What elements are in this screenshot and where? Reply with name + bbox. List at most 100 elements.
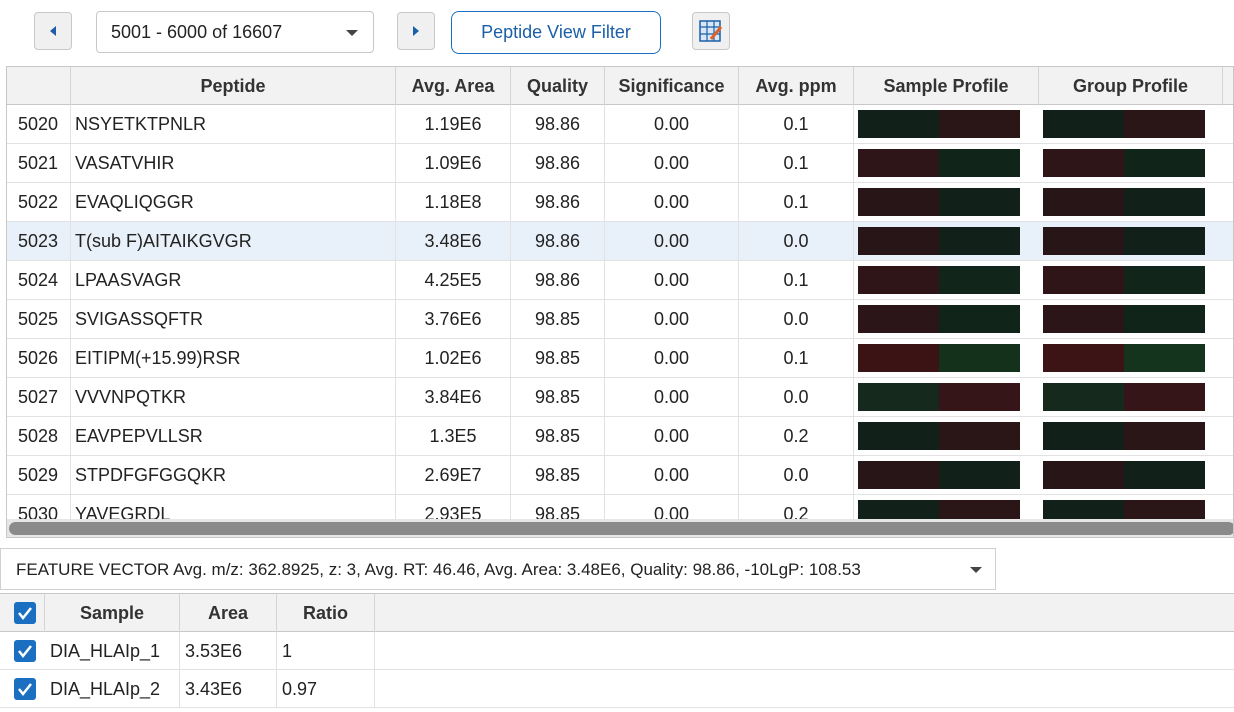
column-header[interactable]: Significance (605, 67, 739, 105)
column-header (8, 594, 45, 632)
row-number: 5025 (7, 300, 71, 339)
column-header[interactable]: Peptide (71, 67, 396, 105)
cell-avg-area: 1.18E8 (396, 183, 511, 222)
column-header (7, 67, 71, 105)
profile-cell (939, 461, 1020, 489)
cell-avg-area: 1.02E6 (396, 339, 511, 378)
grid-icon (699, 20, 723, 42)
next-page-button[interactable] (397, 12, 435, 50)
cell-quality: 98.86 (511, 105, 605, 144)
profile-cell (1124, 266, 1205, 294)
cell-significance: 0.00 (605, 417, 739, 456)
table-row[interactable]: 5026 EITIPM(+15.99)RSR 1.02E6 98.85 0.00 0.1 (7, 339, 1233, 378)
cell-sample: DIA_HLAIp_2 (45, 670, 180, 708)
cell-area: 3.53E6 (180, 632, 277, 670)
profile-cell (939, 227, 1020, 255)
column-header[interactable]: Ratio (277, 594, 375, 632)
profile-cell (858, 188, 939, 216)
checkbox[interactable] (13, 677, 37, 701)
column-header[interactable]: Avg. Area (396, 67, 511, 105)
row-number: 5029 (7, 456, 71, 495)
table-row[interactable]: 5021 VASATVHIR 1.09E6 98.86 0.00 0.1 (7, 144, 1233, 183)
page-range-dropdown[interactable]: 5001 - 6000 of 16607 (96, 11, 374, 53)
profile-cell (939, 188, 1020, 216)
cell-avg-ppm: 0.1 (739, 105, 854, 144)
checkbox[interactable] (13, 639, 37, 663)
profile-cell (858, 305, 939, 333)
checkbox[interactable] (13, 601, 37, 625)
cell-significance: 0.00 (605, 183, 739, 222)
profile-cell (1043, 188, 1124, 216)
cell-avg-area: 1.09E6 (396, 144, 511, 183)
column-header[interactable]: Quality (511, 67, 605, 105)
profile-cell (1124, 188, 1205, 216)
cell-ratio: 0.97 (277, 670, 375, 708)
filter-button[interactable]: Peptide View Filter (451, 11, 661, 54)
table-row[interactable]: 5028 EAVPEPVLLSR 1.3E5 98.85 0.00 0.2 (7, 417, 1233, 456)
cell-quality: 98.86 (511, 144, 605, 183)
table-row[interactable]: 5027 VVVNPQTKR 3.84E6 98.85 0.00 0.0 (7, 378, 1233, 417)
cell-avg-area: 3.48E6 (396, 222, 511, 261)
profile-cell (1043, 461, 1124, 489)
column-header[interactable]: Group Profile (1039, 67, 1223, 105)
table-row[interactable]: DIA_HLAIp_2 3.43E6 0.97 (0, 670, 1234, 708)
profile-cell (1043, 383, 1124, 411)
cell-avg-area: 3.76E6 (396, 300, 511, 339)
cell-peptide: VASATVHIR (71, 144, 396, 183)
table-row[interactable]: 5029 STPDFGFGGQKR 2.69E7 98.85 0.00 0.0 (7, 456, 1233, 495)
row-number: 5021 (7, 144, 71, 183)
column-header[interactable]: Sample Profile (854, 67, 1039, 105)
profile-cell (1124, 383, 1205, 411)
prev-icon (50, 26, 56, 36)
row-number: 5020 (7, 105, 71, 144)
cell-peptide: LPAASVAGR (71, 261, 396, 300)
prev-page-button[interactable] (34, 12, 72, 50)
cell-quality: 98.86 (511, 261, 605, 300)
cell-quality: 98.85 (511, 378, 605, 417)
cell-quality: 98.85 (511, 417, 605, 456)
profile-cell (858, 461, 939, 489)
cell-avg-area: 1.19E6 (396, 105, 511, 144)
profile-cell (1043, 266, 1124, 294)
cell-avg-ppm: 0.1 (739, 339, 854, 378)
profile-cell (1124, 422, 1205, 450)
table-row[interactable]: 5025 SVIGASSQFTR 3.76E6 98.85 0.00 0.0 (7, 300, 1233, 339)
cell-avg-ppm: 0.0 (739, 222, 854, 261)
profile-cell (1124, 305, 1205, 333)
feature-vector-dropdown[interactable]: FEATURE VECTOR Avg. m/z: 362.8925, z: 3,… (0, 548, 996, 590)
table-row[interactable]: 5020 NSYETKTPNLR 1.19E6 98.86 0.00 0.1 (7, 105, 1233, 144)
next-icon (413, 26, 419, 36)
table-row[interactable]: 5023 T(sub F)AITAIKGVGR 3.48E6 98.86 0.00 0.0 (7, 222, 1233, 261)
row-number: 5023 (7, 222, 71, 261)
column-header[interactable]: Area (180, 594, 277, 632)
profile-cell (1043, 344, 1124, 372)
cell-significance: 0.00 (605, 378, 739, 417)
profile-cell (1124, 110, 1205, 138)
column-header[interactable]: Sample (45, 594, 180, 632)
profile-cell (939, 422, 1020, 450)
row-number: 5024 (7, 261, 71, 300)
table-row[interactable]: 5022 EVAQLIQGGR 1.18E8 98.86 0.00 0.1 (7, 183, 1233, 222)
cell-quality: 98.85 (511, 339, 605, 378)
cell-quality: 98.86 (511, 222, 605, 261)
profile-cell (858, 227, 939, 255)
header-row (0, 594, 1234, 632)
profile-cell (858, 383, 939, 411)
cell-peptide: EITIPM(+15.99)RSR (71, 339, 396, 378)
cell-significance: 0.00 (605, 105, 739, 144)
cell-avg-ppm: 0.0 (739, 378, 854, 417)
table-row[interactable]: DIA_HLAIp_1 3.53E6 1 (0, 632, 1234, 670)
scrollbar-thumb[interactable] (9, 522, 1233, 535)
table-settings-button[interactable] (692, 12, 730, 50)
profile-cell (1043, 305, 1124, 333)
cell-quality: 98.85 (511, 456, 605, 495)
column-header[interactable]: Avg. ppm (739, 67, 854, 105)
cell-ratio: 1 (277, 632, 375, 670)
cell-area: 3.43E6 (180, 670, 277, 708)
cell-avg-area: 3.84E6 (396, 378, 511, 417)
table-row[interactable]: 5024 LPAASVAGR 4.25E5 98.86 0.00 0.1 (7, 261, 1233, 300)
cell-avg-ppm: 0.0 (739, 456, 854, 495)
cell-significance: 0.00 (605, 339, 739, 378)
profile-cell (939, 110, 1020, 138)
